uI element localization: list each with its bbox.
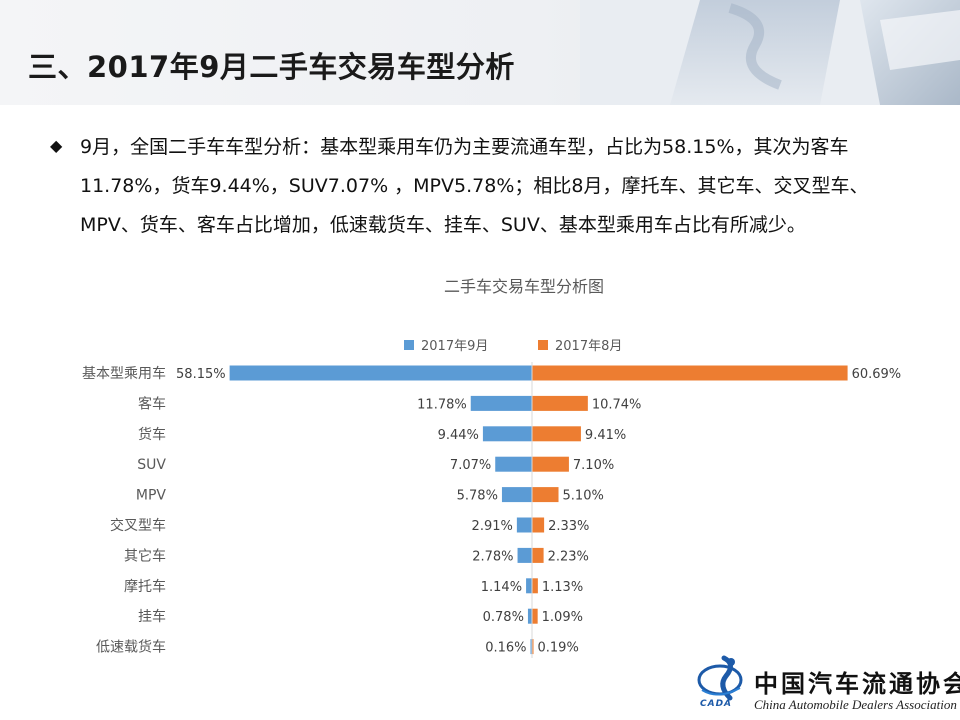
bars-group: 基本型乘用车 58.15% 60.69% 客车 11.78% 10.74% 货车 9.44% 9… xyxy=(82,365,901,656)
slide-header: 三、2017年9月二手车交易车型分析 xyxy=(0,0,960,105)
category-label: MPV xyxy=(136,488,167,504)
data-label-aug: 10.74% xyxy=(592,397,642,412)
bar-aug xyxy=(532,395,588,411)
bar-aug xyxy=(532,608,538,624)
data-label-sep: 0.16% xyxy=(485,641,526,656)
bar-sep xyxy=(229,365,532,381)
bar-sep xyxy=(482,426,532,442)
diamond-bullet-icon: ◆ xyxy=(50,136,63,155)
bar-aug xyxy=(532,578,538,594)
bar-aug xyxy=(532,456,569,472)
category-label: 货车 xyxy=(138,426,166,443)
bar-aug xyxy=(532,517,545,533)
data-label-sep: 2.91% xyxy=(472,519,513,534)
bar-sep xyxy=(517,547,532,563)
data-label-sep: 5.78% xyxy=(457,489,498,504)
data-label-sep: 11.78% xyxy=(417,397,467,412)
cada-logo-icon xyxy=(697,655,743,701)
legend-swatch-sep xyxy=(404,340,414,350)
bar-sep xyxy=(530,639,532,655)
bar-sep xyxy=(495,456,532,472)
category-label: 基本型乘用车 xyxy=(82,365,166,382)
logo-name-cn: 中国汽车流通协会 xyxy=(754,669,960,698)
data-label-aug: 5.10% xyxy=(563,489,604,504)
data-label-sep: 0.78% xyxy=(483,610,524,625)
bar-aug xyxy=(532,426,581,442)
bar-aug xyxy=(532,487,559,503)
data-label-aug: 7.10% xyxy=(573,458,614,473)
bar-sep xyxy=(470,395,532,411)
legend: 2017年9月 2017年8月 xyxy=(404,339,622,354)
bar-sep xyxy=(526,578,532,594)
slide-title: 三、2017年9月二手车交易车型分析 xyxy=(28,50,515,84)
bar-sep xyxy=(527,608,532,624)
data-label-sep: 2.78% xyxy=(472,549,513,564)
bullet-text: 9月，全国二手车车型分析：基本型乘用车仍为主要流通车型，占比为58.15%，其次… xyxy=(80,136,869,236)
chart: 二手车交易车型分析图 2017年9月 2017年8月 基本型乘用车 58.15% 6… xyxy=(82,277,901,658)
data-label-sep: 58.15% xyxy=(176,367,226,382)
bar-aug xyxy=(532,365,848,381)
logo-name-en: China Automobile Dealers Association xyxy=(754,697,957,712)
bar-sep xyxy=(501,487,532,503)
header-decoration xyxy=(580,0,960,105)
logo-abbr: CADA xyxy=(700,699,733,709)
data-label-aug: 60.69% xyxy=(852,367,902,382)
legend-swatch-aug xyxy=(538,340,548,350)
bar-sep xyxy=(516,517,532,533)
bullet-paragraph: ◆ 9月，全国二手车车型分析：基本型乘用车仍为主要流通车型，占比为58.15%，… xyxy=(50,128,910,245)
data-label-aug: 2.23% xyxy=(548,549,589,564)
category-label: 其它车 xyxy=(124,547,166,564)
data-label-sep: 1.14% xyxy=(481,580,522,595)
data-label-aug: 1.13% xyxy=(542,580,583,595)
bar-aug xyxy=(532,639,534,655)
data-label-aug: 2.33% xyxy=(548,519,589,534)
legend-label-aug: 2017年8月 xyxy=(555,339,622,354)
category-label: SUV xyxy=(137,457,166,473)
category-label: 低速载货车 xyxy=(96,639,166,656)
cada-logo: CADA 中国汽车流通协会 China Automobile Dealers A… xyxy=(690,650,960,715)
category-label: 客车 xyxy=(138,395,166,412)
data-label-aug: 9.41% xyxy=(585,428,626,443)
bar-aug xyxy=(532,547,544,563)
data-label-aug: 1.09% xyxy=(542,610,583,625)
category-label: 摩托车 xyxy=(124,578,166,595)
legend-label-sep: 2017年9月 xyxy=(421,339,488,354)
category-label: 交叉型车 xyxy=(110,517,166,534)
chart-title: 二手车交易车型分析图 xyxy=(444,277,604,296)
data-label-sep: 9.44% xyxy=(438,428,479,443)
data-label-sep: 7.07% xyxy=(450,458,491,473)
category-label: 挂车 xyxy=(138,608,166,625)
data-label-aug: 0.19% xyxy=(538,641,579,656)
